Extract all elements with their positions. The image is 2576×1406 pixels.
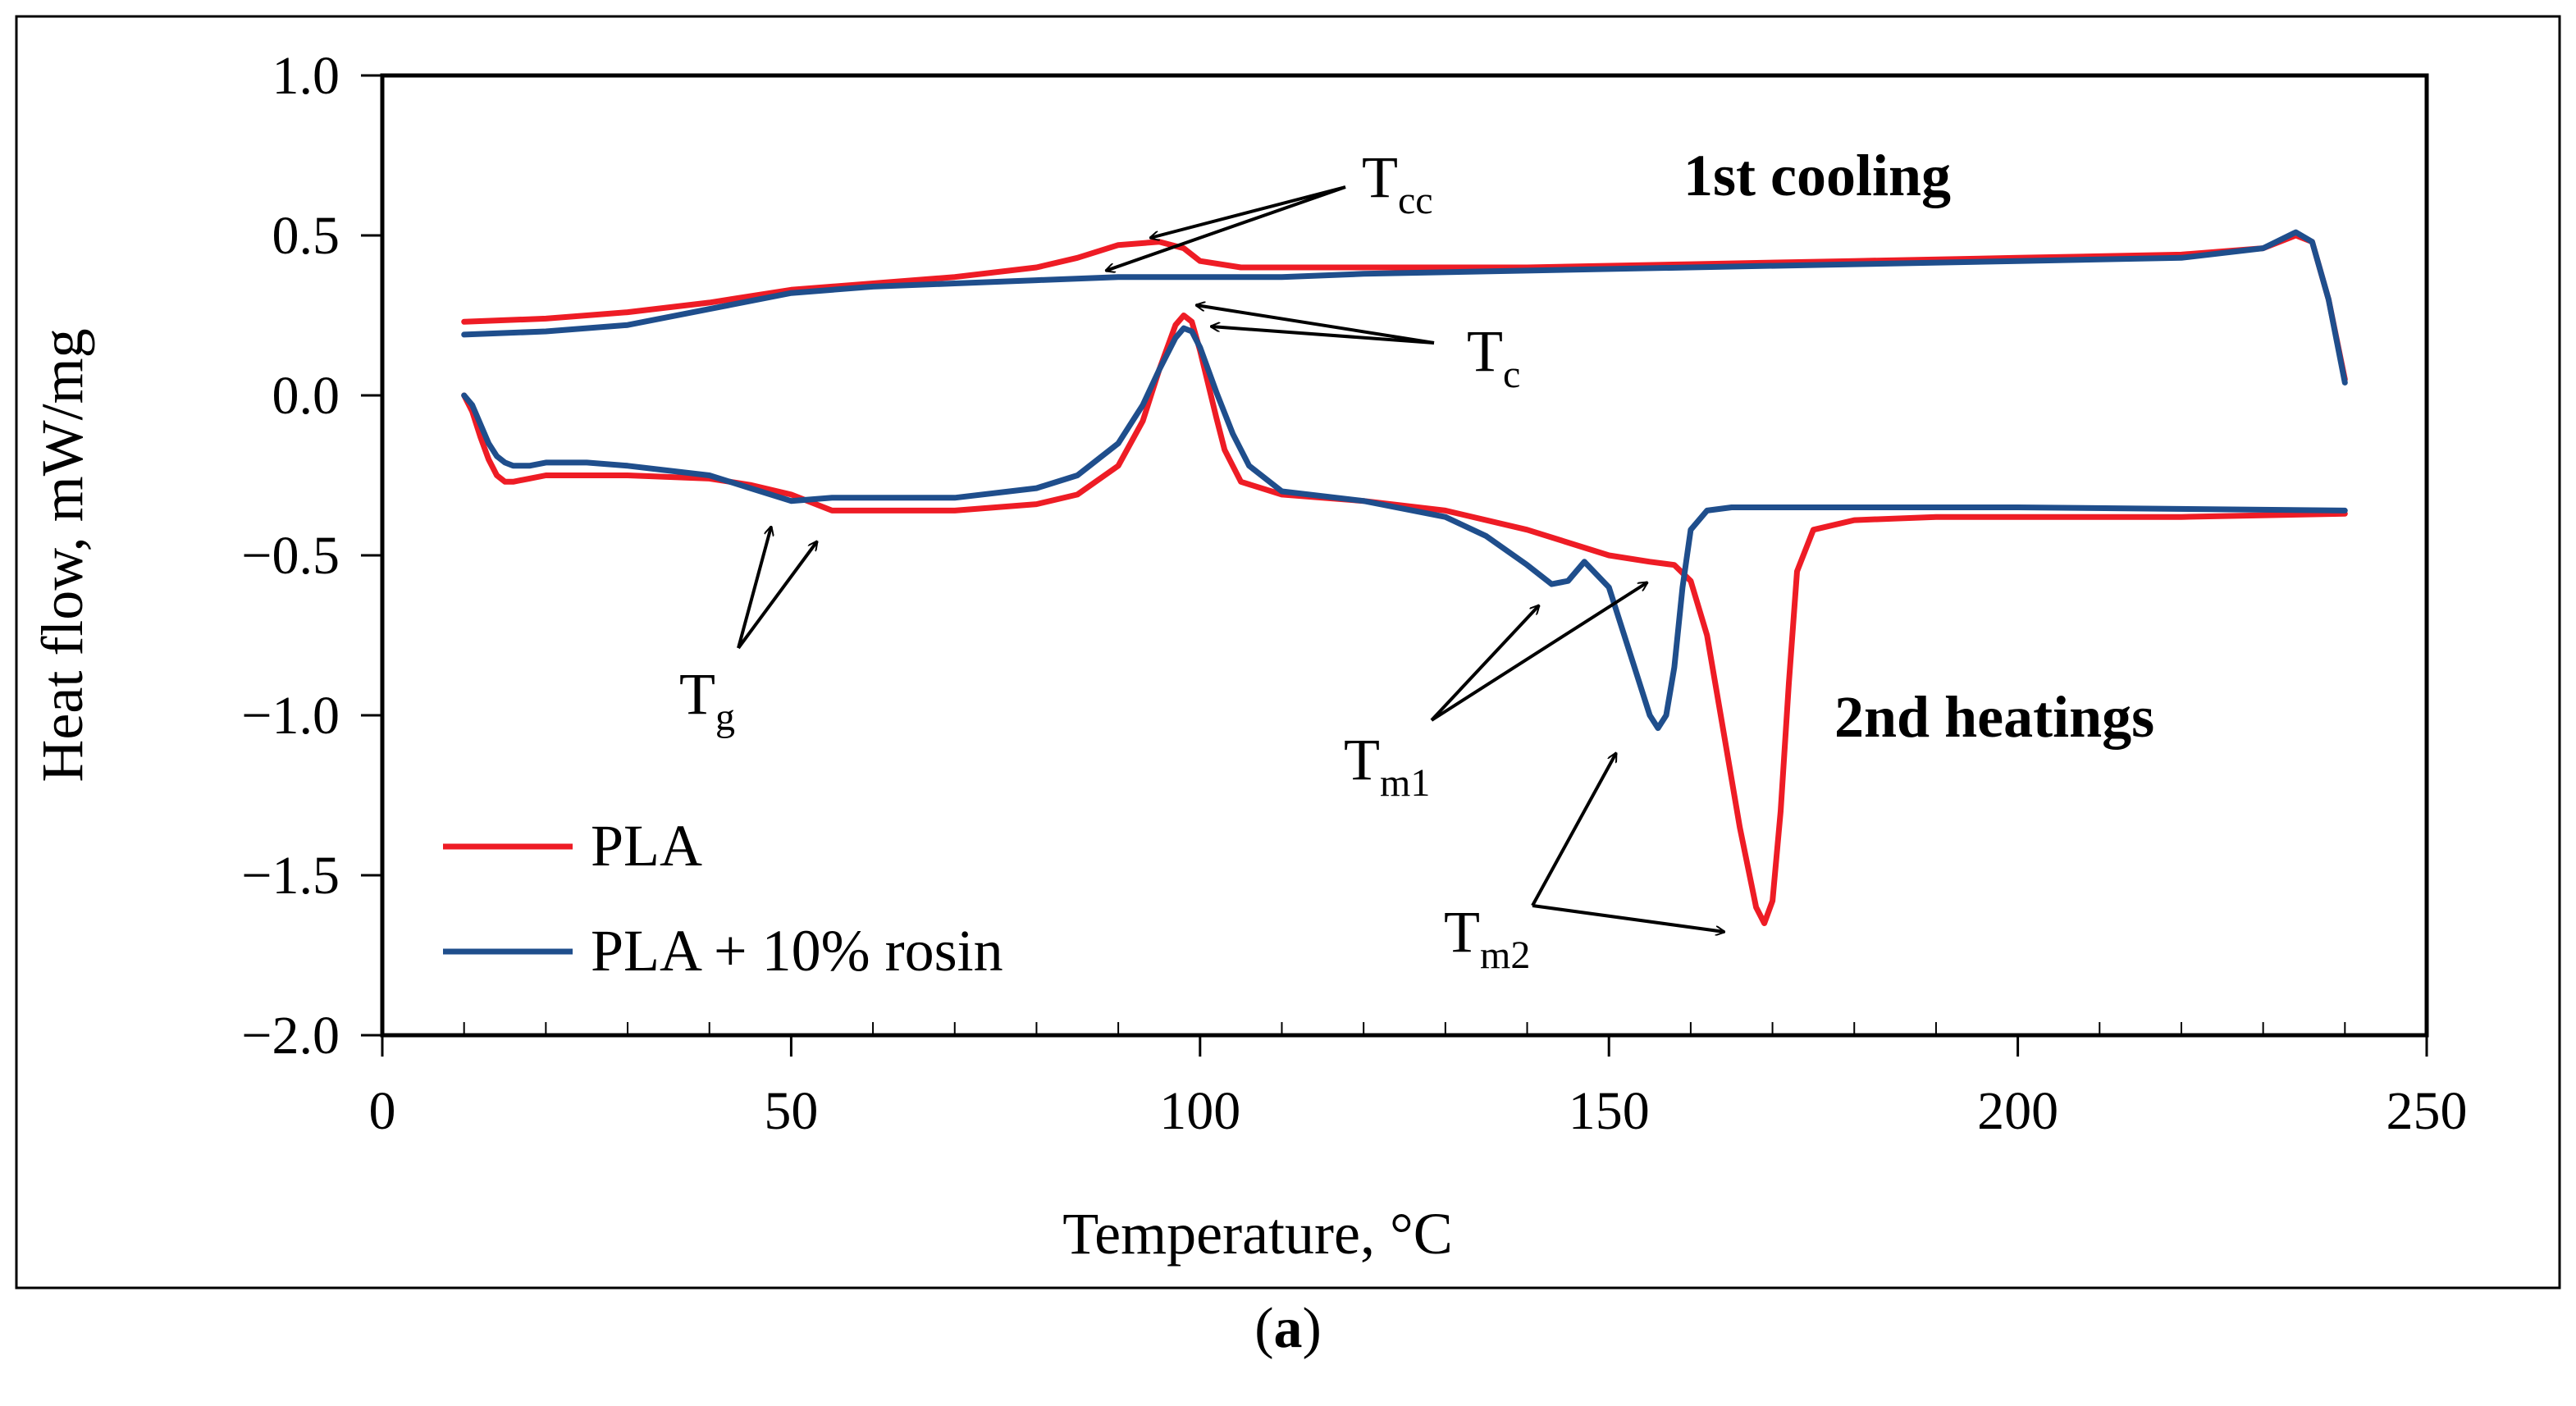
- series-line-pla-cooling: [461, 232, 2348, 382]
- arrow-tcc-2: [1106, 185, 1346, 271]
- series-line-pla-heating: [461, 313, 2348, 926]
- x-axis-title: Temperature, °C: [1062, 1201, 1453, 1267]
- arrow-tm1-2: [1430, 582, 1647, 722]
- y-tick-label: −2.0: [241, 1006, 340, 1066]
- arrow-tc-1: [1196, 305, 1435, 345]
- y-tick-label: −1.0: [241, 686, 340, 746]
- label-tg: Tg: [679, 661, 735, 739]
- plot-area-frame: [380, 73, 2429, 1038]
- series-layer: [461, 229, 2348, 926]
- figure-caption: (a): [1254, 1297, 1322, 1360]
- figure-border: [15, 15, 2561, 1290]
- arrow-tm2-2: [1532, 904, 1724, 932]
- arrow-tg-1: [737, 527, 771, 649]
- legend: PLA PLA + 10% rosin: [443, 813, 1003, 984]
- y-axis-title: Heat flow, mW/mg: [30, 328, 95, 782]
- x-tick-label: 100: [1159, 1081, 1240, 1141]
- label-second-heatings: 2nd heatings: [1834, 684, 2154, 750]
- series-line-pla-rosin-heating: [461, 325, 2348, 732]
- x-tick-label: 150: [1569, 1081, 1650, 1141]
- arrow-tc-2: [1211, 326, 1435, 345]
- label-tm1: Tm1: [1344, 727, 1430, 805]
- y-tick-label: 0.0: [272, 366, 340, 426]
- y-tick-label: 0.5: [272, 206, 340, 266]
- x-tick-label: 0: [369, 1081, 396, 1141]
- label-tcc: Tcc: [1362, 144, 1433, 222]
- annotations: 1st cooling 2nd heatings Tcc Tc Tg Tm1 T…: [679, 143, 2154, 977]
- label-tm2: Tm2: [1444, 899, 1530, 977]
- series-line-pla-rosin-cooling: [461, 229, 2348, 386]
- x-tick-label: 50: [764, 1081, 818, 1141]
- y-tick-label: 1.0: [272, 46, 340, 106]
- arrow-tg-2: [737, 541, 817, 650]
- arrow-tcc-1: [1150, 185, 1346, 238]
- y-axis-ticks: 1.0 0.5 0.0 −0.5 −1.0 −1.5 −2.0: [241, 46, 382, 1066]
- label-tc: Tc: [1467, 318, 1520, 396]
- x-axis-ticks: 0 50 100 150 200 250: [369, 1022, 2468, 1141]
- legend-label-rosin: PLA + 10% rosin: [591, 918, 1003, 984]
- x-tick-label: 250: [2386, 1081, 2468, 1141]
- y-tick-label: −0.5: [241, 526, 340, 586]
- x-tick-label: 200: [1977, 1081, 2058, 1141]
- y-tick-label: −1.5: [241, 846, 340, 906]
- label-first-cooling: 1st cooling: [1683, 143, 1951, 208]
- arrow-tm1-1: [1430, 605, 1539, 722]
- legend-label-pla: PLA: [591, 813, 702, 879]
- arrow-tm2-1: [1531, 753, 1618, 906]
